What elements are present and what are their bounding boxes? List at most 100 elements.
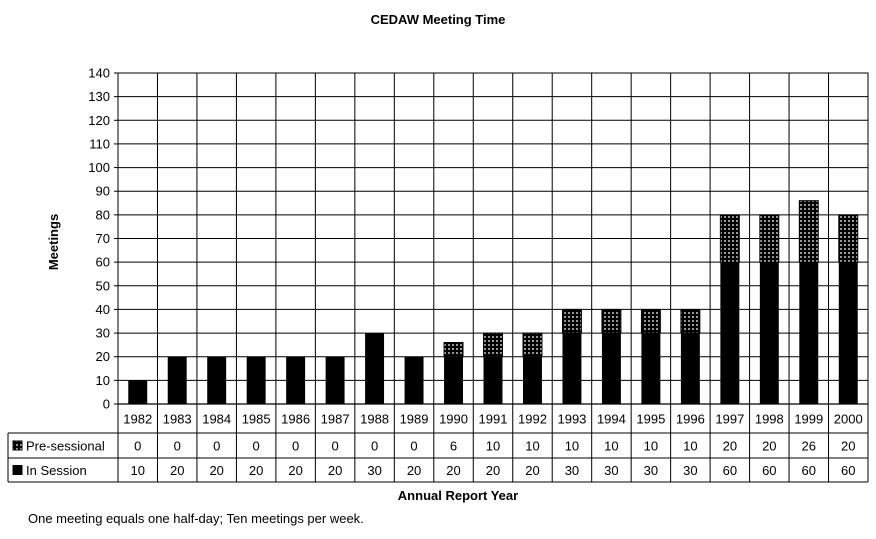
- footnote: One meeting equals one half-day; Ten mee…: [28, 511, 364, 526]
- bar-in-session-1982: [128, 380, 148, 404]
- bar-pre-sessional-1991: [483, 332, 503, 358]
- x-tick-label: 1991: [479, 412, 508, 427]
- table-cell-pre-sessional: 0: [331, 439, 338, 454]
- table-cell-pre-sessional: 0: [410, 439, 417, 454]
- y-tick-label: 40: [96, 302, 110, 317]
- x-tick-label: 1992: [518, 412, 547, 427]
- table-cell-pre-sessional: 10: [486, 439, 500, 454]
- bar-in-session-1987: [325, 356, 345, 404]
- y-tick-label: 90: [96, 184, 110, 199]
- bar-in-session-1985: [246, 356, 266, 404]
- bar-in-session-1990: [444, 356, 463, 404]
- bar-in-session-1997: [720, 262, 740, 404]
- y-tick-label: 140: [88, 66, 110, 81]
- table-cell-in-session: 10: [131, 463, 145, 478]
- table-cell-in-session: 30: [644, 463, 658, 478]
- table-cell-in-session: 20: [407, 463, 421, 478]
- y-tick-label: 70: [96, 231, 110, 246]
- bar-in-session-1999: [799, 262, 819, 404]
- x-tick-label: 1986: [281, 412, 310, 427]
- table-cell-in-session: 60: [762, 463, 776, 478]
- table-cell-pre-sessional: 10: [565, 439, 579, 454]
- y-tick-label: 0: [103, 397, 110, 412]
- y-tick-label: 10: [96, 373, 110, 388]
- table-cell-in-session: 20: [486, 463, 500, 478]
- table-cell-pre-sessional: 20: [841, 439, 855, 454]
- x-tick-label: 1987: [321, 412, 350, 427]
- bar-in-session-1989: [404, 356, 424, 404]
- table-cell-pre-sessional: 0: [213, 439, 220, 454]
- x-tick-label: 1990: [439, 412, 468, 427]
- bar-in-session-2000: [838, 262, 858, 404]
- bar-in-session-1991: [483, 356, 503, 404]
- table-cell-in-session: 20: [170, 463, 184, 478]
- table-cell-in-session: 20: [288, 463, 302, 478]
- y-tick-label: 130: [88, 89, 110, 104]
- bar-pre-sessional-1995: [640, 308, 661, 334]
- x-tick-label: 1989: [400, 412, 429, 427]
- x-tick-label: 1985: [242, 412, 271, 427]
- bars: [128, 200, 859, 404]
- legend-key-pre-sessional: [12, 440, 23, 451]
- x-tick-label: 2000: [834, 412, 863, 427]
- table-cell-pre-sessional: 0: [253, 439, 260, 454]
- table-cell-pre-sessional: 0: [292, 439, 299, 454]
- x-axis-label: Annual Report Year: [398, 488, 518, 503]
- table-cell-in-session: 60: [841, 463, 855, 478]
- x-tick-label: 1993: [557, 412, 586, 427]
- x-tick-label: 1995: [636, 412, 665, 427]
- table-cell-in-session: 30: [367, 463, 381, 478]
- bar-pre-sessional-1994: [601, 308, 622, 334]
- bar-pre-sessional-1999: [798, 200, 819, 263]
- bar-in-session-1995: [641, 333, 661, 404]
- legend-label-pre-sessional: Pre-sessional: [26, 439, 105, 454]
- table-cell-pre-sessional: 26: [802, 439, 816, 454]
- table-cell-in-session: 20: [328, 463, 342, 478]
- bar-pre-sessional-1993: [561, 308, 582, 334]
- bar-in-session-1996: [680, 333, 700, 404]
- y-tick-label: 120: [88, 113, 110, 128]
- table-cell-in-session: 60: [723, 463, 737, 478]
- table-cell-pre-sessional: 10: [525, 439, 539, 454]
- table-cell-in-session: 20: [249, 463, 263, 478]
- x-tick-label: 1988: [360, 412, 389, 427]
- y-tick-label: 60: [96, 255, 110, 270]
- y-tick-label: 50: [96, 278, 110, 293]
- bar-in-session-1983: [167, 356, 187, 404]
- bar-in-session-1988: [365, 333, 385, 404]
- table-cell-in-session: 30: [565, 463, 579, 478]
- table-cell-pre-sessional: 0: [134, 439, 141, 454]
- legend-key-in-session: [12, 465, 23, 475]
- bar-pre-sessional-2000: [838, 214, 859, 263]
- bar-in-session-1984: [207, 356, 227, 404]
- bar-in-session-1992: [523, 356, 542, 404]
- x-tick-label: 1994: [597, 412, 626, 427]
- y-tick-label: 80: [96, 207, 110, 222]
- table-cell-pre-sessional: 0: [174, 439, 181, 454]
- bar-in-session-1993: [562, 333, 582, 404]
- y-axis-label: Meetings: [46, 214, 61, 270]
- table-cell-pre-sessional: 10: [604, 439, 618, 454]
- x-tick-label: 1998: [755, 412, 784, 427]
- gridlines: [117, 72, 869, 482]
- bar-pre-sessional-1996: [680, 308, 701, 334]
- table-cell-pre-sessional: 10: [683, 439, 697, 454]
- table-cell-in-session: 30: [604, 463, 618, 478]
- x-tick-label: 1983: [163, 412, 192, 427]
- x-tick-label: 1996: [676, 412, 705, 427]
- legend-label-in-session: In Session: [26, 463, 87, 478]
- x-tick-label: 1997: [715, 412, 744, 427]
- y-tick-label: 110: [89, 136, 110, 151]
- y-tick-label: 30: [96, 326, 110, 341]
- y-tick-label: 20: [96, 349, 110, 364]
- data-table: 1982 0 10 1983 0 20 1984 0 20 1985 0 20 1986 0 20 1987 0…: [7, 403, 868, 483]
- bar-in-session-1986: [286, 356, 306, 404]
- chart-title: CEDAW Meeting Time: [371, 12, 506, 27]
- table-cell-pre-sessional: 0: [371, 439, 378, 454]
- x-tick-label: 1999: [794, 412, 823, 427]
- table-cell-in-session: 20: [525, 463, 539, 478]
- table-cell-pre-sessional: 10: [644, 439, 658, 454]
- x-tick-label: 1982: [123, 412, 152, 427]
- table-cell-in-session: 20: [209, 463, 223, 478]
- table-cell-pre-sessional: 6: [450, 439, 457, 454]
